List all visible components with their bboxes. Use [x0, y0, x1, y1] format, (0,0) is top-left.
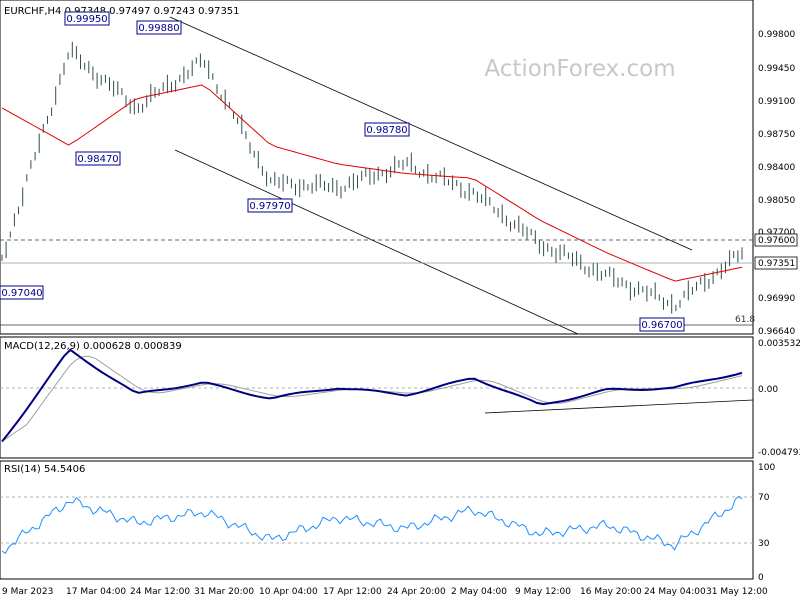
time-axis: 9 Mar 2023 17 Mar 04:00 24 Mar 12:00 31 … [2, 587, 768, 597]
svg-text:0.99880: 0.99880 [138, 23, 179, 34]
time-tick: 24 May 04:00 [644, 587, 706, 597]
macd-signal-line [1, 355, 743, 442]
price-axis: 0.99800 0.99450 0.99100 0.98750 0.98400 … [758, 30, 795, 337]
svg-text:0.96700: 0.96700 [641, 320, 682, 331]
time-tick: 9 May 12:00 [515, 587, 571, 597]
svg-text:0.97600: 0.97600 [758, 236, 795, 246]
watermark: ActionForex.com [484, 56, 675, 82]
lower-channel-line [174, 149, 579, 335]
price-annotations: 0.99950 0.99880 0.97040 0.98470 0.98780 … [0, 11, 685, 332]
price-header: EURCHF,H4 0.97348 0.97497 0.97243 0.9735… [4, 6, 240, 17]
svg-text:0.98470: 0.98470 [77, 154, 118, 165]
price-tick: 0.98400 [758, 163, 795, 173]
macd-tick: 0.00 [758, 385, 778, 395]
rsi-tick: 100 [758, 463, 775, 473]
price-tick: 0.97700 [758, 228, 795, 238]
svg-text:0.98780: 0.98780 [366, 125, 407, 136]
time-tick: 10 Apr 04:00 [259, 587, 318, 597]
time-tick: 16 May 20:00 [580, 587, 642, 597]
time-tick: 24 Apr 20:00 [387, 587, 446, 597]
macd-tick: 0.003532 [758, 339, 800, 349]
price-panel-frame [0, 0, 754, 335]
price-bars [1, 41, 743, 314]
time-tick: 2 May 04:00 [451, 587, 507, 597]
annotation-low-1: 0.97040 [0, 285, 44, 300]
annotation-high-3: 0.98780 [364, 122, 410, 137]
macd-panel-frame [0, 336, 754, 459]
macd-trend-line [484, 399, 754, 414]
svg-text:0.97040: 0.97040 [1, 288, 42, 299]
rsi-panel-frame [0, 460, 754, 580]
svg-text:0.97351: 0.97351 [758, 259, 795, 269]
time-tick: 31 Mar 20:00 [194, 587, 254, 597]
time-tick: 24 Mar 12:00 [130, 587, 190, 597]
time-tick: 31 May 12:00 [706, 587, 768, 597]
price-tick: 0.96990 [758, 294, 795, 304]
macd-axis: 0.003532 0.00 -0.004793 [758, 339, 800, 458]
annotation-high-2: 0.99880 [136, 20, 182, 35]
macd-tick: -0.004793 [758, 448, 800, 458]
moving-average-line [1, 84, 743, 282]
price-tick: 0.99100 [758, 97, 795, 107]
price-tick: 0.98750 [758, 130, 795, 140]
rsi-line [1, 495, 743, 555]
annotation-high-1: 0.99950 [64, 11, 110, 26]
rsi-tick: 70 [758, 493, 770, 503]
time-tick: 9 Mar 2023 [2, 587, 53, 597]
time-tick: 17 Mar 04:00 [66, 587, 126, 597]
current-price-tag: 0.97351 [754, 256, 798, 270]
fib-label: 61.8 [735, 315, 755, 325]
upper-channel-line [169, 16, 693, 251]
macd-header: MACD(12,26,9) 0.000628 0.000839 [4, 341, 182, 352]
rsi-axis: 100 70 30 0 [758, 463, 775, 583]
annotation-low-3: 0.97970 [247, 198, 293, 213]
annotation-low-4: 0.96700 [639, 317, 685, 332]
macd-line [1, 348, 743, 443]
price-tick: 0.96640 [758, 327, 795, 337]
price-tick: 0.98050 [758, 196, 795, 206]
annotation-low-2: 0.98470 [75, 151, 121, 166]
time-tick: 17 Apr 12:00 [323, 587, 382, 597]
resistance-tag: 0.97600 [754, 233, 798, 247]
rsi-tick: 30 [758, 539, 770, 549]
rsi-tick: 0 [758, 573, 764, 583]
svg-text:0.99950: 0.99950 [66, 14, 107, 25]
svg-text:0.97970: 0.97970 [249, 201, 290, 212]
price-tick: 0.99450 [758, 64, 795, 74]
price-tick: 0.99800 [758, 30, 795, 40]
rsi-header: RSI(14) 54.5406 [4, 464, 85, 475]
